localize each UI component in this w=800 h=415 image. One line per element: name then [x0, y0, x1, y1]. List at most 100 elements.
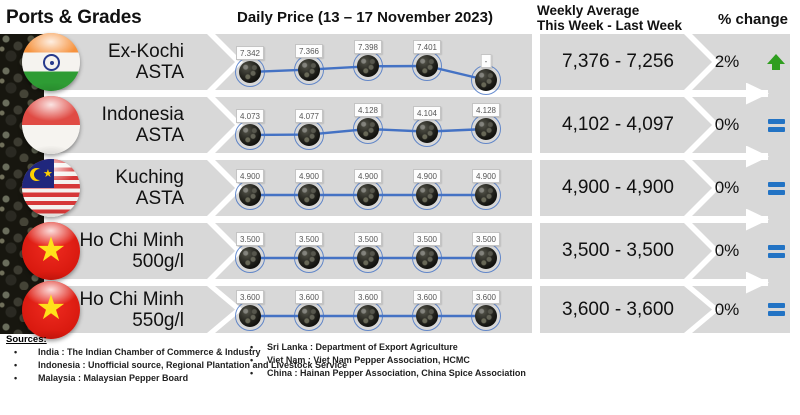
- sources-title: Sources:: [6, 334, 47, 345]
- port-name: Indonesia: [101, 104, 184, 125]
- source-text: Sri Lanka : Department of Export Agricul…: [267, 342, 458, 352]
- source-item: • Malaysia : Malaysian Pepper Board: [14, 372, 347, 385]
- peppercorn-marker: [475, 305, 497, 327]
- equals-flat-icon: [767, 179, 785, 198]
- ashoka-chakra-icon: [43, 54, 60, 71]
- peppercorn-marker: [298, 247, 320, 269]
- price-row: Ex-Kochi ASTA 7.342 7.366 7.398 7.401 - 7,37…: [0, 33, 800, 95]
- grade-name: 500g/l: [132, 251, 184, 272]
- percent-change-value: 2%: [714, 52, 740, 71]
- data-point-label: 3.500: [412, 232, 442, 246]
- data-point-label: 4.104: [412, 105, 442, 120]
- peppercorn-marker: [239, 247, 261, 269]
- port-grade-label: Indonesia ASTA: [50, 104, 184, 146]
- weekly-average-value: 4,102 - 4,097: [562, 114, 674, 135]
- bullet-icon: •: [14, 373, 18, 383]
- grade-name: ASTA: [135, 62, 184, 83]
- percent-change-header: % change: [717, 11, 789, 28]
- daily-price-mini-chart: 7.342 7.366 7.398 7.401 -: [215, 34, 532, 95]
- peppercorn-marker: [416, 305, 438, 327]
- daily-price-mini-chart: 3.600 3.600 3.600 3.600 3.600: [215, 286, 532, 333]
- data-point-label: 4.900: [412, 169, 442, 183]
- pct-band-connector: [768, 89, 790, 98]
- equals-flat-icon: [767, 116, 785, 135]
- country-flag-icon: [22, 33, 80, 91]
- vietnam-star-icon: ★: [35, 230, 67, 269]
- sources-list-right: • Sri Lanka : Department of Export Agricu…: [250, 341, 526, 380]
- port-grade-label: Ex-Kochi ASTA: [50, 41, 184, 83]
- peppercorn-marker: [416, 184, 438, 206]
- peppercorn-marker: [416, 247, 438, 269]
- weekly-band-segment: [540, 286, 712, 333]
- country-flag-icon: ★: [22, 280, 80, 339]
- trend-icon-slot: [762, 160, 790, 216]
- pct-band-connector: [768, 152, 790, 161]
- peppercorn-marker: [239, 61, 261, 83]
- country-flag-icon: ★: [22, 222, 80, 280]
- weekly-band-segment: [540, 223, 712, 279]
- price-row: ★ Ho Chi Minh 550g/l 3.600 3.600 3.600 3.60…: [0, 280, 800, 339]
- data-point-label: 4.077: [294, 108, 324, 123]
- bullet-icon: •: [250, 342, 254, 352]
- source-text: India : The Indian Chamber of Commerce &…: [38, 347, 261, 357]
- port-name: Ho Chi Minh: [79, 230, 184, 251]
- data-point-label: -: [480, 54, 492, 68]
- grade-name: 550g/l: [132, 309, 184, 331]
- source-text: Viet Nam : Viet Nam Pepper Association, …: [267, 355, 470, 365]
- peppercorn-marker: [357, 55, 379, 78]
- weekly-average-value: 7,376 - 7,256: [562, 51, 674, 72]
- peppercorn-marker: [239, 184, 261, 206]
- pct-band-connector: [768, 278, 790, 287]
- trend-icon-slot: [762, 97, 790, 153]
- port-name: Ex-Kochi: [107, 41, 184, 62]
- source-item: • Sri Lanka : Department of Export Agricu…: [250, 341, 526, 354]
- port-grade-label: Ho Chi Minh 500g/l: [50, 230, 184, 272]
- peppercorn-marker: [475, 247, 497, 269]
- peppercorn-marker: [416, 55, 438, 77]
- peppercorn-marker: [357, 305, 379, 327]
- data-point-label: 7.398: [353, 40, 383, 55]
- data-point-label: 3.500: [235, 232, 265, 246]
- bullet-icon: •: [250, 355, 254, 365]
- peppercorn-marker: [357, 247, 379, 269]
- data-point-label: 3.500: [471, 232, 501, 246]
- daily-price-header: Daily Price (13 – 17 November 2023): [237, 9, 493, 26]
- peppercorn-marker: [475, 118, 497, 140]
- data-point-label: 3.500: [353, 232, 383, 246]
- source-item: • Viet Nam : Viet Nam Pepper Association,…: [250, 354, 526, 367]
- data-point-label: 3.600: [294, 290, 324, 304]
- source-item: • Indonesia : Unofficial source, Regional…: [14, 359, 347, 372]
- peppercorn-marker: [357, 184, 379, 206]
- trend-icon-slot: [762, 286, 790, 333]
- port-name: Kuching: [115, 167, 184, 188]
- port-grade-label: Kuching ASTA: [50, 167, 184, 209]
- weekly-band-segment: [540, 160, 712, 216]
- trend-icon-slot: [762, 34, 790, 90]
- weekly-average-value: 3,600 - 3,600: [562, 298, 674, 320]
- weekly-average-header: Weekly Average This Week - Last Week: [537, 3, 682, 33]
- data-point-label: 4.900: [353, 169, 383, 183]
- data-point-label: 4.128: [353, 103, 383, 117]
- equals-flat-icon: [767, 300, 785, 319]
- pct-band-connector: [768, 215, 790, 224]
- peppercorn-marker: [298, 305, 320, 327]
- peppercorn-marker: [298, 184, 320, 206]
- grade-name: ASTA: [135, 188, 184, 209]
- port-grade-label: Ho Chi Minh 550g/l: [50, 289, 184, 331]
- port-name: Ho Chi Minh: [79, 288, 184, 310]
- data-point-label: 3.600: [235, 290, 265, 304]
- bullet-icon: •: [14, 347, 18, 357]
- data-point-label: 3.600: [471, 290, 501, 304]
- data-point-label: 7.342: [235, 46, 265, 60]
- weekly-band-segment: [540, 97, 712, 153]
- grade-name: ASTA: [135, 125, 184, 146]
- peppercorn-marker: [298, 123, 320, 146]
- peppercorn-marker: [239, 305, 261, 327]
- peppercorn-marker: [475, 69, 497, 91]
- source-text: China : Hainan Pepper Association, China…: [267, 368, 526, 378]
- weekly-average-value: 4,900 - 4,900: [562, 177, 674, 198]
- peppercorn-marker: [298, 58, 320, 81]
- data-point-label: 3.600: [412, 290, 442, 304]
- peppercorn-marker: [357, 118, 379, 140]
